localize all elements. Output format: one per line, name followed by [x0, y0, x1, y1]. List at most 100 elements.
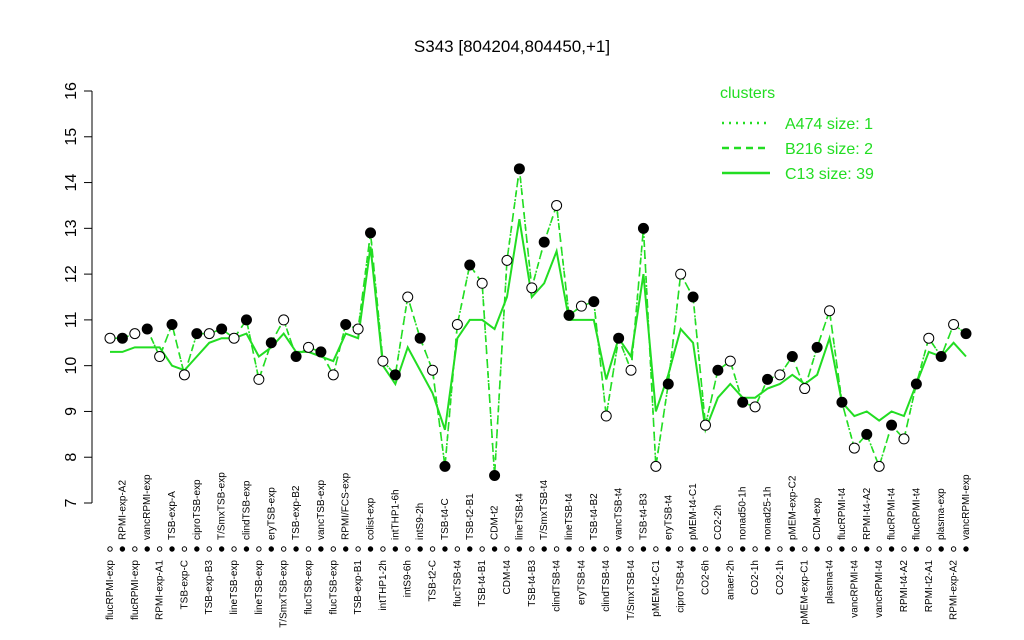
sample-dot	[156, 546, 163, 552]
x-tick-label: colist-exp	[366, 497, 377, 540]
x-tick-label: clindTSB-exp	[241, 480, 252, 540]
x-tick-label: T/SmxTSB-t4	[539, 480, 550, 540]
sample-dot	[839, 546, 845, 552]
data-point	[203, 328, 215, 340]
data-point	[104, 332, 116, 344]
sample-dot	[429, 546, 436, 552]
data-point	[960, 328, 972, 340]
sample-dot	[194, 546, 200, 552]
data-point	[253, 373, 265, 385]
x-tick-label: clindTSB-t4	[601, 560, 612, 612]
data-point	[476, 277, 488, 289]
data-point	[352, 323, 364, 335]
y-tick-label: 15	[63, 128, 80, 146]
data-point	[240, 314, 252, 326]
sample-dot	[690, 546, 696, 552]
data-point	[489, 470, 501, 482]
sample-dot	[715, 546, 721, 552]
data-point	[451, 318, 463, 330]
sample-dot	[107, 546, 113, 552]
data-point	[886, 419, 898, 431]
x-tick-label: RPMI-exp-A2	[949, 560, 960, 620]
x-tick-label: eryTSB-t4	[576, 560, 587, 605]
x-tick-label: TSB-t4-B1	[477, 560, 488, 607]
sample-dot	[231, 546, 237, 552]
sample-dot	[243, 546, 250, 552]
sample-dot	[777, 546, 783, 552]
data-point	[178, 369, 190, 381]
x-tick-label: CO2-1h	[775, 560, 786, 595]
sample-dot	[206, 546, 212, 552]
x-tick-label: eryTSB-t4	[663, 495, 674, 540]
x-tick-label: flucTSB-exp	[328, 560, 339, 615]
sample-dot	[541, 546, 547, 552]
x-tick-label: intS9-2h	[415, 503, 426, 540]
x-tick-label: flucTSB-exp	[303, 560, 314, 615]
x-tick-label: ciproTSB-t4	[676, 560, 687, 613]
x-tick-label: T/SmxTSB-t4	[626, 560, 637, 620]
x-tick-label: vancRPMI-exp	[961, 474, 972, 540]
sample-dot	[305, 546, 312, 552]
x-tick-label: nonad25-1h	[763, 487, 774, 540]
x-tick-label: TSB-exp-A	[167, 491, 178, 540]
x-tick-label: pMEM-t4-C1	[688, 483, 699, 540]
sample-dot	[963, 546, 969, 552]
data-point	[340, 318, 352, 330]
x-tick-label: vancRPMI-t4	[849, 560, 860, 618]
x-tick-label: RPMI-t2-A1	[924, 560, 935, 613]
x-tick-label: flucRPMI-t4	[911, 487, 922, 540]
sample-dot	[615, 546, 622, 552]
x-tick-label: TSB-exp-B2	[291, 485, 302, 540]
x-tick-label: nonad50-1h	[738, 487, 749, 540]
sample-dot	[926, 546, 932, 552]
data-point	[228, 332, 240, 344]
x-tick-label: flucRPMI-exp	[130, 560, 141, 620]
sample-dot	[516, 546, 523, 552]
x-tick-label: plasma-exp	[936, 488, 947, 540]
sample-dot	[442, 546, 448, 552]
sample-dot	[380, 546, 386, 552]
sample-dot	[888, 546, 895, 552]
sample-dot	[901, 546, 907, 552]
sample-dot	[529, 546, 535, 552]
sample-dot	[876, 546, 882, 552]
data-point	[129, 328, 141, 340]
sample-dot	[467, 546, 473, 552]
data-point	[290, 351, 302, 363]
data-point	[563, 309, 575, 321]
data-point	[265, 337, 277, 349]
data-point	[439, 460, 451, 472]
x-tick-label: TSB-t4-B3	[638, 493, 649, 540]
legend-label: B216 size: 2	[785, 141, 873, 158]
data-point	[166, 318, 178, 330]
x-tick-label: plasma-t4	[825, 560, 836, 604]
data-point	[216, 323, 228, 335]
x-tick-label: flucRPMI-t4	[837, 487, 848, 540]
data-point	[762, 373, 774, 385]
x-tick-label: CDM-exp	[812, 497, 823, 540]
x-tick-label: TSB-exp-B1	[353, 560, 364, 615]
data-point	[675, 268, 687, 280]
sample-dot	[653, 546, 659, 552]
sample-dot	[727, 546, 733, 552]
data-point	[650, 460, 662, 472]
x-tick-label: lineTSB-exp	[229, 560, 240, 615]
sample-dot	[392, 546, 399, 552]
sample-dot	[628, 546, 634, 552]
sample-dot	[280, 546, 287, 552]
sample-dot	[256, 546, 262, 552]
data-point	[389, 369, 401, 381]
data-point	[861, 428, 873, 440]
x-tick-label: CO2-6h	[700, 560, 711, 595]
legend-label: A474 size: 1	[785, 116, 873, 133]
sample-dot	[218, 546, 225, 552]
sample-dot	[591, 546, 597, 552]
data-point	[811, 341, 823, 353]
data-point	[327, 369, 339, 381]
x-tick-label: TSB-exp-C	[179, 560, 190, 609]
x-tick-label: CDM-t4	[502, 560, 513, 595]
sample-dot	[950, 546, 957, 552]
data-point	[464, 259, 476, 271]
data-point	[302, 341, 314, 353]
